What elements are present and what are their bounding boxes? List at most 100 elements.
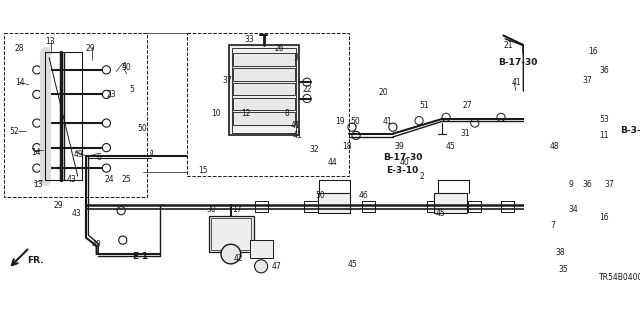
- Text: 50: 50: [138, 124, 147, 133]
- Text: 25: 25: [121, 174, 131, 184]
- Bar: [569, 160, 614, 168]
- Bar: [250, 240, 273, 258]
- Text: B-3-1: B-3-1: [620, 126, 640, 135]
- Circle shape: [221, 244, 241, 264]
- Text: 49: 49: [74, 150, 83, 159]
- Bar: [229, 45, 299, 135]
- Text: 46: 46: [358, 191, 368, 200]
- Text: 41: 41: [511, 78, 521, 87]
- Text: 14: 14: [31, 148, 41, 157]
- Text: 43: 43: [67, 174, 77, 184]
- Text: 28: 28: [15, 44, 24, 53]
- Bar: [434, 193, 467, 213]
- Text: 3: 3: [293, 54, 298, 63]
- Bar: [4, 33, 147, 197]
- Bar: [234, 98, 294, 110]
- Circle shape: [255, 260, 268, 273]
- Text: 47: 47: [272, 262, 282, 271]
- Text: 19: 19: [335, 117, 345, 126]
- Text: 41: 41: [293, 131, 303, 140]
- Text: 37: 37: [604, 180, 614, 189]
- Text: TR54B0400: TR54B0400: [599, 273, 640, 282]
- Text: 15: 15: [198, 167, 208, 175]
- Text: 9: 9: [569, 180, 573, 189]
- Text: 51: 51: [419, 101, 429, 110]
- Text: 13: 13: [33, 180, 42, 189]
- Text: 13: 13: [45, 37, 54, 46]
- Bar: [234, 112, 294, 125]
- Text: B-17-30: B-17-30: [498, 58, 537, 67]
- Text: 34: 34: [569, 205, 579, 214]
- Text: 50: 50: [315, 191, 325, 200]
- Text: E-1: E-1: [132, 252, 148, 261]
- Text: 17: 17: [232, 205, 242, 214]
- Bar: [234, 68, 294, 80]
- Text: 42: 42: [234, 254, 243, 263]
- Text: 31: 31: [460, 129, 470, 138]
- Bar: [428, 201, 440, 212]
- Text: 16: 16: [599, 213, 609, 222]
- Text: 30: 30: [206, 205, 216, 214]
- Text: 52: 52: [10, 127, 19, 136]
- Text: 48: 48: [550, 142, 560, 151]
- Text: 44: 44: [328, 158, 337, 167]
- Text: 21: 21: [504, 41, 513, 50]
- Text: 36: 36: [599, 66, 609, 75]
- Text: 4: 4: [121, 62, 126, 71]
- Text: 39: 39: [394, 142, 404, 151]
- Text: 50: 50: [121, 63, 131, 72]
- Text: 41: 41: [291, 121, 300, 130]
- Text: E-3-10: E-3-10: [387, 167, 419, 175]
- Text: 5: 5: [129, 85, 134, 93]
- Text: 26: 26: [274, 44, 284, 53]
- Text: 45: 45: [348, 260, 358, 269]
- Text: 37: 37: [583, 77, 593, 85]
- Text: 12: 12: [241, 109, 251, 118]
- Text: 29: 29: [53, 201, 63, 210]
- Bar: [468, 201, 481, 212]
- Bar: [305, 201, 317, 212]
- Text: 14: 14: [15, 78, 24, 87]
- Text: 11: 11: [599, 131, 609, 140]
- Text: 6: 6: [97, 153, 102, 162]
- Text: 45: 45: [446, 142, 456, 151]
- Text: 35: 35: [558, 265, 568, 274]
- Text: 37: 37: [223, 77, 232, 85]
- Text: 20: 20: [378, 88, 388, 97]
- Bar: [211, 218, 252, 250]
- Text: B-17-30: B-17-30: [383, 153, 422, 162]
- Text: 33: 33: [244, 35, 253, 44]
- Text: 27: 27: [463, 101, 472, 110]
- Text: 24: 24: [105, 174, 115, 184]
- Text: 49: 49: [92, 240, 101, 249]
- Text: 41: 41: [383, 117, 393, 126]
- Bar: [362, 201, 375, 212]
- Text: 23: 23: [106, 90, 116, 99]
- Text: 50: 50: [350, 117, 360, 126]
- Text: FR.: FR.: [27, 256, 44, 265]
- Text: 16: 16: [588, 47, 597, 56]
- Bar: [187, 33, 349, 176]
- Bar: [542, 148, 640, 283]
- Text: 22: 22: [303, 85, 312, 93]
- Text: 1: 1: [149, 150, 154, 159]
- Text: 8: 8: [285, 109, 290, 118]
- Text: 38: 38: [555, 248, 564, 257]
- Text: 53: 53: [599, 115, 609, 124]
- Text: 43: 43: [72, 209, 82, 218]
- Text: 18: 18: [342, 142, 351, 151]
- Bar: [232, 48, 296, 133]
- Text: 29: 29: [86, 44, 95, 53]
- Text: 45: 45: [435, 209, 445, 218]
- Text: 36: 36: [583, 180, 593, 189]
- Bar: [255, 201, 269, 212]
- Text: 40: 40: [399, 158, 409, 167]
- Text: 32: 32: [309, 145, 319, 154]
- Bar: [234, 54, 294, 66]
- Text: 7: 7: [550, 221, 555, 230]
- Text: 2: 2: [419, 172, 424, 181]
- Bar: [317, 193, 350, 213]
- Circle shape: [573, 222, 609, 258]
- Text: 10: 10: [211, 109, 221, 118]
- Bar: [234, 83, 294, 95]
